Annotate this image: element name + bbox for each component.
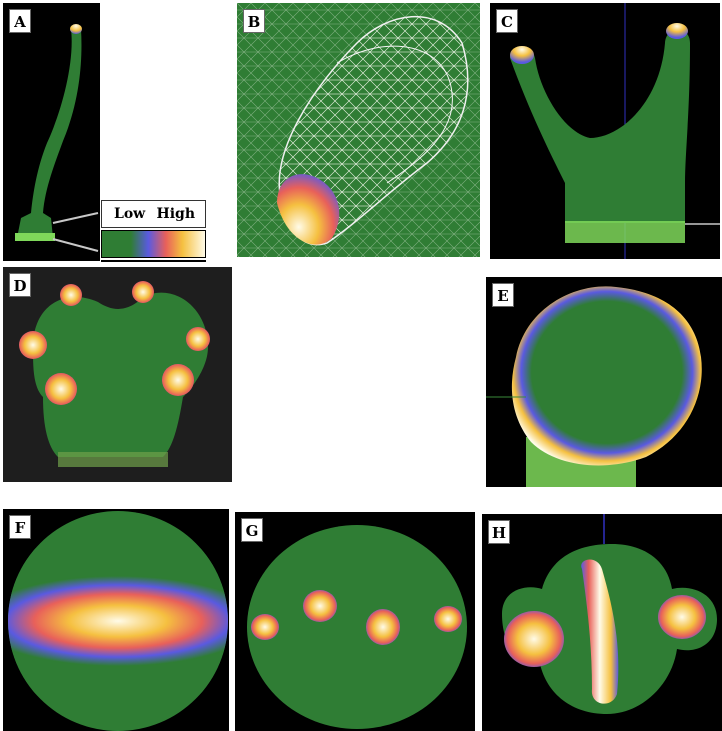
panel-a-figure: [15, 24, 99, 252]
panel-label-b: B: [243, 9, 265, 33]
panel-label-c: C: [496, 9, 518, 33]
panel-h-figure: [502, 514, 717, 714]
panel-e: E: [486, 277, 722, 487]
panel-label-a: A: [9, 9, 31, 33]
panel-h: H: [482, 514, 722, 731]
panel-f: F: [3, 509, 229, 731]
legend-color-bar: [101, 230, 206, 258]
panel-c-figure: [510, 3, 720, 259]
panel-d: D: [3, 267, 232, 482]
panel-c: C: [490, 3, 720, 259]
legend-baseline: [101, 260, 206, 262]
panel-g: G: [235, 512, 475, 731]
panel-b-mesh-figure: [237, 3, 480, 257]
panel-label-d: D: [9, 273, 31, 297]
panel-label-e: E: [492, 283, 514, 307]
panel-d-figure: [19, 281, 210, 467]
legend-labels: Low High: [101, 200, 206, 228]
legend-low-label: Low: [114, 206, 146, 222]
panel-g-figure: [247, 525, 467, 729]
color-scale-legend: Low High: [101, 200, 206, 262]
panel-b: B: [237, 3, 480, 257]
panel-a: A: [3, 3, 100, 261]
legend-high-label: High: [156, 206, 195, 222]
panel-label-g: G: [241, 518, 263, 542]
panel-f-figure: [8, 511, 228, 731]
panel-e-figure: [486, 286, 702, 487]
panel-label-f: F: [9, 515, 31, 539]
panel-label-h: H: [488, 520, 510, 544]
